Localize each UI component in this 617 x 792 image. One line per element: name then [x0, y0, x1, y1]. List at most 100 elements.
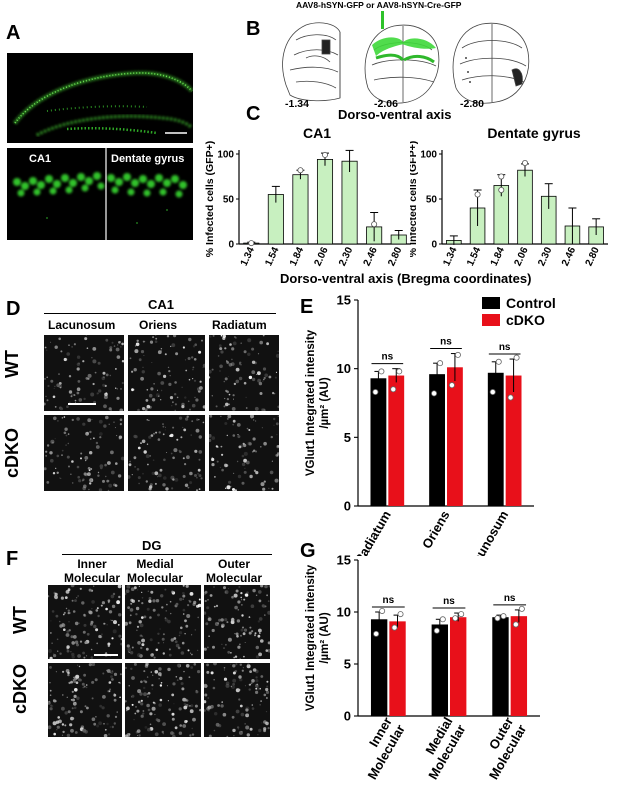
hippocampus-gfp-signal	[13, 70, 193, 137]
f-col-medial: Medial Molecular	[127, 557, 184, 585]
x-tick-label: 2.80	[386, 245, 404, 268]
y-tick-label: 0	[344, 499, 351, 514]
significance-label: ns	[382, 595, 394, 606]
significance-label: ns	[443, 596, 455, 607]
data-point	[322, 151, 329, 158]
data-point	[518, 605, 525, 612]
y-tick-label: 5	[344, 430, 351, 445]
d-region-underline	[44, 313, 276, 315]
bar-cdko	[450, 617, 467, 716]
chart-title: CA1	[303, 125, 331, 141]
bar-cdko	[447, 367, 463, 506]
data-point	[397, 611, 404, 618]
chart-g: VGlut1 Integrated intensity/µm² (AU) 0 5 10…	[305, 553, 540, 783]
bar	[292, 174, 309, 245]
bar-control	[492, 617, 509, 716]
dg-zoom-label: Dentate gyrus	[111, 153, 185, 165]
y-tick-label: 15	[337, 293, 351, 308]
data-point	[513, 354, 520, 361]
y-tick-label: 100	[217, 150, 234, 161]
x-tick-label: 1.34	[441, 245, 459, 268]
bar-cdko	[505, 375, 522, 506]
virus-label: AAV8-hSYN-GFP or AAV8-hSYN-Cre-GFP	[296, 0, 462, 10]
data-point	[498, 173, 505, 180]
x-tick-label: 2.46	[362, 245, 380, 268]
zoom-cell-signal	[13, 148, 187, 240]
injection-needle	[381, 11, 384, 29]
f-col-outer: Outer Molecular	[206, 557, 263, 585]
y-axis-label: % Infected cells (GFP+)	[205, 141, 216, 257]
vglut1-dg-micrograph	[125, 585, 201, 659]
y-tick-label: 50	[426, 195, 438, 206]
data-point	[454, 351, 461, 358]
x-tick-label: 2.06	[513, 245, 531, 268]
f-region-title: DG	[142, 538, 162, 553]
d-col-radiatum: Radiatum	[212, 318, 267, 332]
data-point	[431, 390, 438, 397]
chart-c-ca1: CA1 % Infected cells (GFP+) 0 50 100 1.34 1.54…	[205, 125, 411, 268]
vglut1-ca1-micrograph	[209, 335, 279, 411]
d-region-title: CA1	[148, 297, 175, 312]
vglut1-dg-micrograph	[48, 585, 122, 659]
legend-swatch-cdko	[482, 314, 500, 326]
data-point	[494, 615, 501, 622]
f-row-wt: WT	[10, 606, 30, 634]
atlas-section-2	[364, 24, 440, 104]
y-tick-label: 0	[228, 240, 234, 251]
coord-label-2: -2.06	[374, 98, 398, 110]
brain-atlas-sections	[282, 11, 530, 104]
y-axis-label: VGlut1 Integrated intensity/µm² (AU)	[305, 564, 331, 711]
y-tick-label: 50	[223, 195, 235, 206]
data-point	[297, 167, 304, 174]
data-point	[391, 624, 398, 631]
significance-label: ns	[440, 337, 452, 348]
bar	[341, 160, 358, 245]
bar-control	[429, 374, 445, 506]
bar-control	[487, 372, 504, 506]
legend-label-cdko: cDKO	[506, 312, 545, 328]
x-tick-label: 2.06	[313, 245, 331, 268]
y-axis-label: VGlut1 Integrated intensity/µm² (AU)	[305, 329, 331, 476]
bar-cdko	[388, 375, 405, 506]
x-tick-label: 1.34	[239, 245, 257, 268]
panel-label-a: A	[6, 22, 21, 44]
y-tick-label: 15	[337, 553, 351, 568]
data-point	[439, 616, 446, 623]
data-point	[452, 615, 459, 622]
vglut1-dg-micrograph	[204, 663, 270, 737]
panel-label-b: B	[246, 18, 261, 40]
x-tick-label: 1.84	[288, 245, 306, 268]
vglut1-ca1-micrograph	[209, 415, 279, 491]
significance-label: ns	[381, 352, 393, 363]
bar-control	[370, 619, 388, 716]
f-region-underline	[62, 554, 272, 556]
x-tick-label: MedialMolecular	[412, 715, 468, 783]
coord-label-1: -1.34	[285, 98, 309, 110]
legend-swatch-control	[482, 297, 500, 309]
bar-cdko	[510, 616, 528, 716]
vglut1-dg-micrograph	[125, 663, 201, 737]
d-row-cdko: cDKO	[2, 427, 22, 478]
y-tick-label: 10	[337, 605, 351, 620]
data-point	[489, 389, 496, 396]
panel-label-d: D	[6, 298, 21, 320]
d-col-lacunosum: Lacunosum	[48, 318, 116, 332]
scale-bar	[68, 403, 96, 405]
vglut1-dg-micrograph	[204, 585, 270, 659]
data-point	[437, 360, 444, 367]
data-point	[512, 621, 519, 628]
ca1-zoom-label: CA1	[29, 153, 52, 165]
bar-control	[370, 378, 387, 506]
ca1-dg-zoom-image: CA1 Dentate gyrus	[7, 148, 193, 240]
significance-label: ns	[504, 593, 516, 604]
y-tick-label: 0	[431, 240, 437, 251]
x-tick-label: 1.54	[263, 245, 281, 268]
data-point	[248, 240, 255, 247]
data-point	[378, 368, 385, 375]
atlas-section-3	[452, 22, 530, 104]
x-tick-label: OuterMolecular	[473, 715, 529, 783]
x-tick-label: InnerMolecular	[352, 715, 408, 783]
vglut1-ca1-micrograph	[44, 415, 124, 491]
data-point	[433, 627, 440, 634]
y-tick-label: 5	[344, 657, 351, 672]
